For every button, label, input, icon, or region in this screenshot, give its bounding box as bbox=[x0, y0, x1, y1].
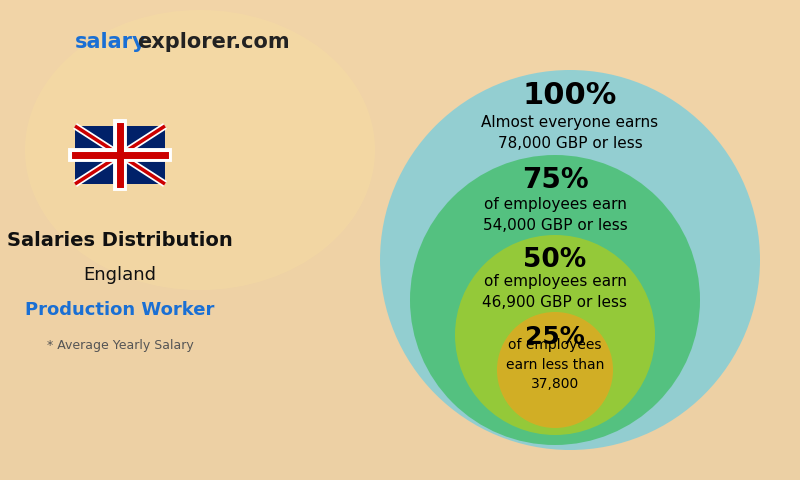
Bar bbox=[0, 270, 800, 280]
Bar bbox=[0, 140, 800, 150]
Bar bbox=[0, 230, 800, 240]
Bar bbox=[0, 450, 800, 460]
Bar bbox=[0, 310, 800, 320]
Text: * Average Yearly Salary: * Average Yearly Salary bbox=[46, 338, 194, 351]
Bar bbox=[0, 370, 800, 380]
Bar bbox=[0, 260, 800, 270]
Bar bbox=[75, 126, 165, 184]
Bar bbox=[0, 120, 800, 130]
Bar bbox=[0, 40, 800, 50]
Bar bbox=[0, 290, 800, 300]
Text: England: England bbox=[83, 266, 157, 284]
Bar bbox=[0, 360, 800, 370]
Bar bbox=[0, 320, 800, 330]
Ellipse shape bbox=[25, 10, 375, 290]
Bar bbox=[0, 400, 800, 410]
Bar bbox=[0, 390, 800, 400]
Bar bbox=[0, 20, 800, 30]
Bar bbox=[0, 50, 800, 60]
Bar bbox=[0, 470, 800, 480]
Text: Salaries Distribution: Salaries Distribution bbox=[7, 230, 233, 250]
Bar bbox=[0, 460, 800, 470]
Bar bbox=[0, 80, 800, 90]
Text: 100%: 100% bbox=[523, 81, 617, 109]
Text: Almost everyone earns
78,000 GBP or less: Almost everyone earns 78,000 GBP or less bbox=[482, 115, 658, 151]
Bar bbox=[0, 380, 800, 390]
Bar bbox=[0, 180, 800, 190]
Text: of employees
earn less than
37,800: of employees earn less than 37,800 bbox=[506, 338, 604, 392]
Circle shape bbox=[455, 235, 655, 435]
Bar bbox=[0, 280, 800, 290]
Bar bbox=[0, 220, 800, 230]
Bar bbox=[0, 210, 800, 220]
Bar bbox=[0, 0, 800, 10]
Bar bbox=[0, 150, 800, 160]
Bar bbox=[0, 190, 800, 200]
Bar bbox=[0, 110, 800, 120]
Text: of employees earn
54,000 GBP or less: of employees earn 54,000 GBP or less bbox=[482, 197, 627, 233]
Text: 75%: 75% bbox=[522, 166, 588, 194]
Bar bbox=[0, 250, 800, 260]
Circle shape bbox=[410, 155, 700, 445]
Text: salary: salary bbox=[75, 32, 146, 52]
Bar bbox=[0, 430, 800, 440]
Bar bbox=[0, 30, 800, 40]
Bar bbox=[0, 300, 800, 310]
Bar bbox=[0, 350, 800, 360]
Bar bbox=[0, 420, 800, 430]
Circle shape bbox=[497, 312, 613, 428]
Bar bbox=[0, 240, 800, 250]
Bar bbox=[0, 70, 800, 80]
Bar bbox=[0, 330, 800, 340]
Text: explorer.com: explorer.com bbox=[137, 32, 290, 52]
Bar bbox=[0, 340, 800, 350]
Bar bbox=[0, 170, 800, 180]
Text: of employees earn
46,900 GBP or less: of employees earn 46,900 GBP or less bbox=[482, 274, 627, 310]
Bar bbox=[0, 160, 800, 170]
Text: 25%: 25% bbox=[525, 325, 585, 349]
Bar bbox=[0, 90, 800, 100]
Bar bbox=[0, 440, 800, 450]
Text: 50%: 50% bbox=[523, 247, 586, 273]
Circle shape bbox=[380, 70, 760, 450]
Bar bbox=[0, 10, 800, 20]
Bar bbox=[0, 200, 800, 210]
Bar bbox=[0, 100, 800, 110]
Bar bbox=[0, 410, 800, 420]
Bar bbox=[0, 60, 800, 70]
Bar bbox=[0, 130, 800, 140]
Text: Production Worker: Production Worker bbox=[26, 301, 214, 319]
